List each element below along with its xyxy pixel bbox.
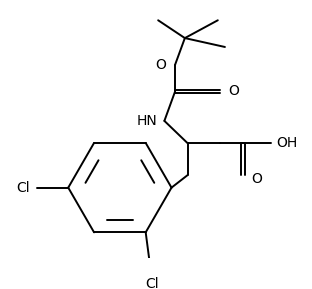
Text: O: O bbox=[155, 58, 166, 72]
Text: O: O bbox=[251, 172, 262, 186]
Text: HN: HN bbox=[137, 114, 157, 128]
Text: Cl: Cl bbox=[145, 277, 159, 289]
Text: Cl: Cl bbox=[16, 181, 30, 194]
Text: O: O bbox=[228, 84, 239, 99]
Text: OH: OH bbox=[276, 136, 298, 150]
